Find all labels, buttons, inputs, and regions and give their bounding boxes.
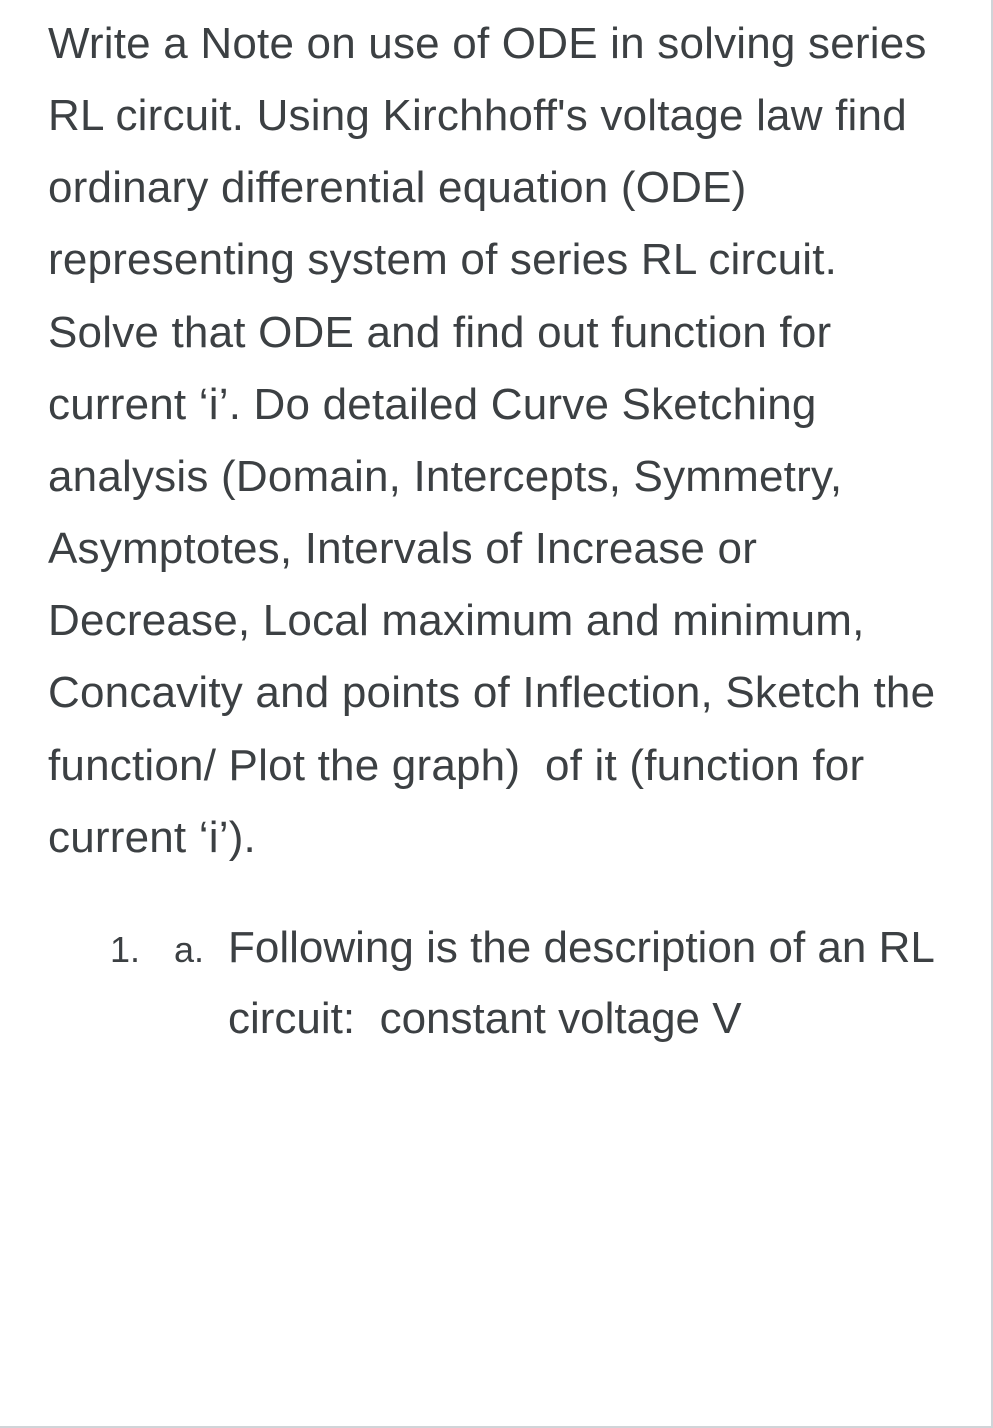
question-paragraph: Write a Note on use of ODE in solving se… [48, 8, 943, 874]
list-letter-marker: a. [174, 929, 222, 971]
document-page: Write a Note on use of ODE in solving se… [0, 0, 993, 1428]
list-item: 1. a. Following is the description of an… [110, 912, 943, 1055]
ordered-list: 1. a. Following is the description of an… [48, 912, 943, 1055]
list-item-text: Following is the description of an RL ci… [222, 912, 943, 1055]
list-number-marker: 1. [110, 929, 174, 971]
